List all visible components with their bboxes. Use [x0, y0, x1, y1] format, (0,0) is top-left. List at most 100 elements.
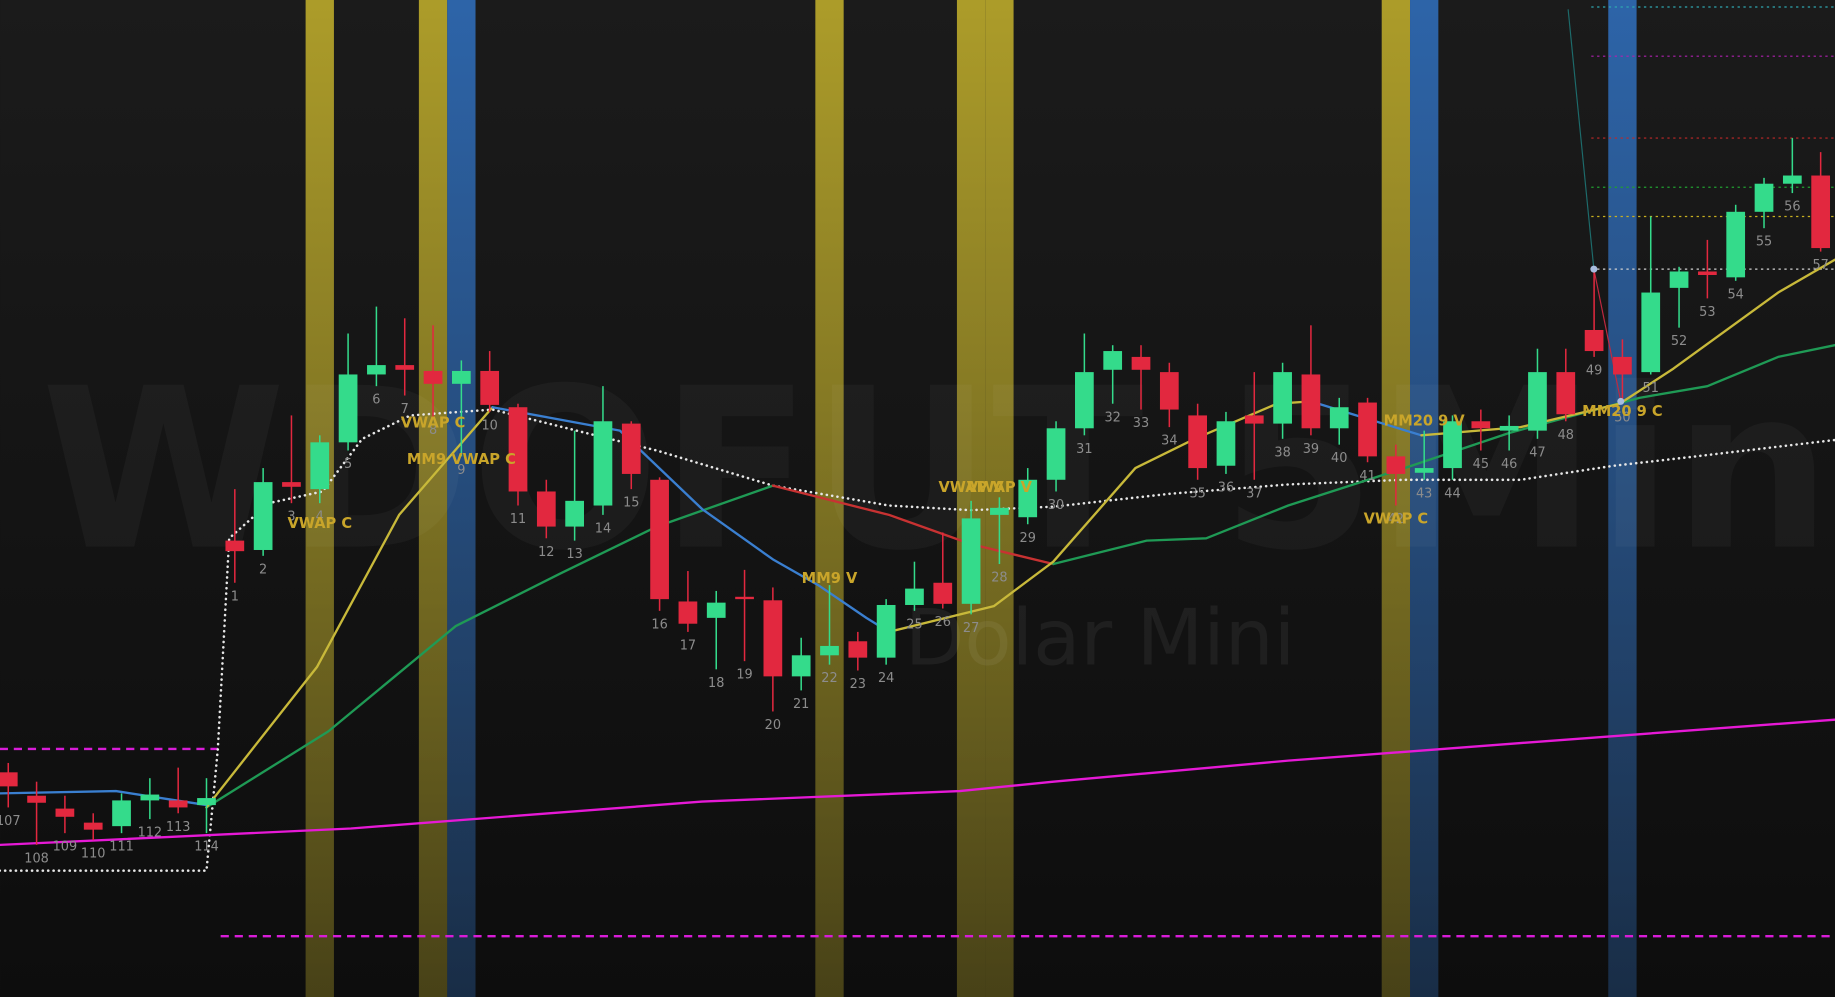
candle-label: 15 [623, 496, 639, 511]
candle-label: 37 [1246, 486, 1262, 501]
candle-body [451, 370, 471, 384]
candle-body [1669, 271, 1689, 288]
candle-body [763, 600, 783, 677]
candle-label: 46 [1501, 457, 1517, 472]
candle-body [1499, 425, 1519, 431]
signal-annotation: VWAP C [1364, 511, 1429, 528]
candle-body [961, 518, 981, 604]
candle-body [1244, 415, 1264, 424]
labels: 1071081091101111121131141234567891011121… [0, 200, 1829, 867]
candle-label: 9 [457, 463, 465, 478]
candle-body [310, 442, 330, 490]
candle-body [282, 482, 301, 487]
drawing-line [1567, 9, 1595, 270]
signal-annotation: VWAP V [939, 479, 1005, 496]
candle-label: 7 [401, 402, 409, 417]
candle-label: 5 [344, 457, 352, 472]
candle-label: 21 [793, 697, 809, 712]
candle-label: 24 [878, 671, 894, 686]
candle-label: 48 [1558, 428, 1574, 443]
candle-body [395, 365, 415, 370]
candle-label: 108 [24, 851, 49, 866]
candles [0, 138, 1831, 845]
indicator-line [205, 406, 494, 809]
signal-annotation: MM20 9 C [1582, 403, 1662, 420]
candle-body [480, 370, 500, 405]
candle-label: 110 [81, 847, 106, 862]
candle-label: 113 [166, 820, 191, 835]
candle-label: 3 [287, 510, 295, 525]
candle-body [1698, 271, 1717, 275]
candle-label: 14 [595, 521, 611, 536]
candle-label: 40 [1331, 451, 1347, 466]
candle-body [423, 370, 443, 384]
candle-body [1471, 421, 1491, 429]
candle-label: 54 [1728, 287, 1744, 302]
candle-body [1726, 211, 1746, 278]
candle-body [225, 540, 245, 552]
candle-label: 33 [1133, 416, 1149, 431]
candle-label: 17 [680, 638, 696, 653]
candle-label: 36 [1218, 480, 1234, 495]
candle-body [1075, 372, 1094, 429]
drawing-line [1593, 269, 1622, 402]
candle-label: 53 [1699, 305, 1715, 320]
candle-body [1046, 428, 1066, 480]
candle-body [55, 808, 75, 817]
drawing-point [1590, 265, 1598, 273]
candle-label: 44 [1444, 486, 1460, 501]
candle-label: 49 [1586, 363, 1602, 378]
candle-body [678, 601, 698, 624]
candle-body [1273, 372, 1292, 424]
candle-label: 2 [259, 562, 267, 577]
candle-body [1386, 456, 1406, 474]
candle-label: 38 [1274, 445, 1290, 460]
indicator-line [205, 484, 775, 809]
candle-label: 30 [1048, 498, 1064, 513]
candle-label: 28 [991, 571, 1007, 586]
candle-body [1131, 356, 1151, 370]
candle-body [1018, 479, 1038, 518]
candle-label: 18 [708, 676, 724, 691]
candle-body [1528, 372, 1547, 431]
candle-body [367, 365, 386, 375]
candle-body [1216, 421, 1236, 466]
candle-label: 35 [1189, 486, 1205, 501]
candle-label: 22 [821, 671, 837, 686]
candle-body [0, 772, 18, 787]
candle-body [253, 482, 273, 550]
candle-body [905, 588, 924, 605]
candle-body [848, 641, 868, 658]
candle-label: 112 [138, 826, 163, 841]
candle-label: 51 [1643, 381, 1659, 396]
candle-body [706, 602, 726, 618]
signal-band [418, 0, 448, 997]
candle-label: 57 [1812, 258, 1828, 273]
candle-body [933, 582, 953, 604]
candle-label: 45 [1473, 457, 1489, 472]
candle-label: 111 [109, 840, 134, 855]
signal-annotation: VWAP C [287, 515, 352, 532]
candle-label: 23 [850, 677, 866, 692]
candle-body [735, 596, 754, 600]
candle-label: 47 [1529, 445, 1545, 460]
candle-label: 4 [316, 510, 324, 525]
drawing-point [1617, 397, 1625, 405]
candle-label: 10 [481, 418, 497, 433]
candle-label: 50 [1614, 410, 1630, 425]
candle-body [1159, 372, 1179, 410]
candle-label: 55 [1756, 235, 1772, 250]
candle-body [140, 794, 160, 801]
candle-body [1358, 402, 1377, 457]
candle-label: 8 [429, 423, 437, 438]
candle-body [1103, 351, 1123, 370]
candle-label: 114 [194, 840, 219, 855]
candle-body [791, 655, 811, 677]
indicator-line [0, 408, 1835, 872]
candle-body [1556, 372, 1576, 415]
indicator-line [0, 718, 1835, 847]
candle-label: 34 [1161, 434, 1177, 449]
signal-annotation: VWAP C [401, 415, 466, 432]
